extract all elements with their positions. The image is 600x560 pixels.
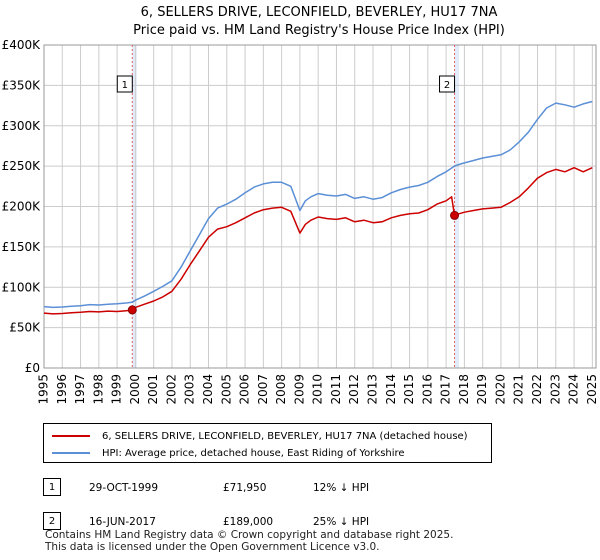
legend-item-property: 6, SELLERS DRIVE, LECONFIELD, BEVERLEY, … — [52, 428, 468, 444]
x-tick-label: 2003 — [183, 374, 197, 405]
x-tick-label: 2023 — [548, 374, 562, 405]
sale-price: £71,950 — [223, 482, 267, 494]
x-tick-label: 2018 — [457, 374, 471, 405]
y-tick-label: £400K — [2, 38, 42, 52]
sale-point-1 — [127, 305, 137, 315]
legend-swatch-property — [52, 435, 90, 437]
y-tick-label: £350K — [2, 78, 42, 92]
x-tick-label: 2017 — [439, 374, 453, 405]
y-tick-label: £300K — [2, 119, 42, 133]
x-tick-label: 2015 — [402, 374, 416, 405]
footer-line-2: This data is licensed under the Open Gov… — [45, 541, 380, 553]
x-tick-label: 1998 — [91, 374, 105, 405]
x-tick-label: 2000 — [128, 374, 142, 405]
y-tick-label: £0 — [25, 361, 40, 375]
y-tick-label: £200K — [2, 200, 42, 214]
sale-price: £189,000 — [223, 516, 274, 528]
x-tick-label: 2011 — [329, 374, 343, 405]
chart-subtitle: Price paid vs. HM Land Registry's House … — [133, 23, 505, 38]
x-tick-label: 2001 — [146, 374, 160, 405]
x-tick-label: 2006 — [238, 374, 252, 405]
legend-swatch-hpi — [52, 452, 90, 454]
legend-item-hpi: HPI: Average price, detached house, East… — [52, 445, 405, 461]
sale-date: 29-OCT-1999 — [89, 482, 158, 494]
x-tick-label: 2008 — [274, 374, 288, 405]
sale-hpi-diff: 12% ↓ HPI — [313, 482, 370, 494]
footer-notice: Contains HM Land Registry data © Crown c… — [45, 529, 453, 553]
sale-hpi-diff: 25% ↓ HPI — [313, 516, 370, 528]
chart-title: 6, SELLERS DRIVE, LECONFIELD, BEVERLEY, … — [141, 5, 498, 20]
sale-marker-badge: 1 — [43, 478, 61, 496]
x-tick-label: 2012 — [347, 374, 361, 405]
x-tick-label: 2019 — [475, 374, 489, 405]
x-tick-label: 2022 — [530, 374, 544, 405]
x-tick-label: 2010 — [311, 374, 325, 405]
hpi-line — [43, 100, 593, 309]
y-tick-label: £150K — [2, 240, 42, 254]
x-tick-label: 1996 — [55, 374, 69, 405]
price-chart: 6, SELLERS DRIVE, LECONFIELD, BEVERLEY, … — [2, 5, 599, 405]
x-tick-label: 2025 — [585, 374, 599, 405]
plot-frame — [43, 44, 597, 369]
sale-row: 1 29-OCT-1999 £71,950 12% ↓ HPI — [43, 475, 463, 501]
y-tick-label: £100K — [2, 280, 42, 294]
footer-line-1: Contains HM Land Registry data © Crown c… — [45, 529, 454, 541]
annotation-box-2 — [439, 75, 456, 93]
legend-label-property: 6, SELLERS DRIVE, LECONFIELD, BEVERLEY, … — [102, 430, 468, 442]
x-tick-label: 2005 — [219, 374, 233, 405]
chart-legend: 6, SELLERS DRIVE, LECONFIELD, BEVERLEY, … — [43, 423, 492, 463]
annotation-box-1 — [116, 75, 133, 93]
x-tick-label: 2020 — [493, 374, 507, 405]
x-tick-label: 1995 — [37, 374, 51, 405]
y-tick-label: £250K — [2, 159, 42, 173]
x-tick-label: 2021 — [512, 374, 526, 405]
sale-row: 2 16-JUN-2017 £189,000 25% ↓ HPI — [43, 509, 463, 535]
x-tick-label: 1997 — [73, 374, 87, 405]
annotation-label-2: 2 — [444, 80, 450, 91]
sale-marker-badge: 2 — [43, 512, 61, 530]
x-tick-label: 2002 — [164, 374, 178, 405]
x-tick-label: 2007 — [256, 374, 270, 405]
x-tick-label: 1999 — [110, 374, 124, 405]
x-tick-label: 2024 — [567, 374, 581, 405]
x-tick-label: 2013 — [366, 374, 380, 405]
legend-label-hpi: HPI: Average price, detached house, East… — [102, 447, 405, 459]
x-tick-label: 2016 — [420, 374, 434, 405]
sales-table: 1 29-OCT-1999 £71,950 12% ↓ HPI 2 16-JUN… — [43, 475, 463, 543]
sale-date: 16-JUN-2017 — [89, 516, 156, 528]
annotation-label-1: 1 — [122, 80, 128, 91]
y-tick-label: £50K — [9, 321, 41, 335]
x-tick-label: 2009 — [292, 374, 306, 405]
x-tick-label: 2014 — [384, 374, 398, 405]
x-tick-label: 2004 — [201, 374, 215, 405]
sale-point-2 — [450, 210, 460, 220]
